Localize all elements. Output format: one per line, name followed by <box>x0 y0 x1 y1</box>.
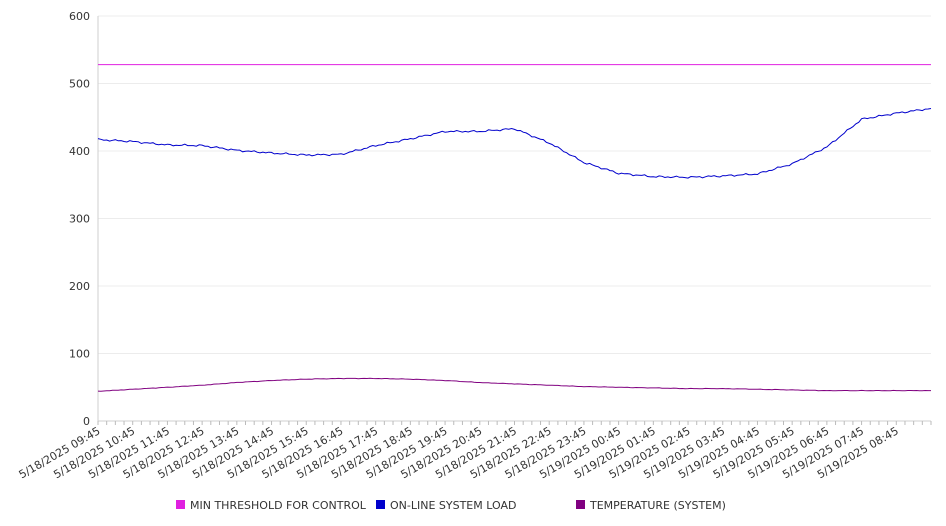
series-lines <box>97 64 932 392</box>
y-tick-label: 600 <box>69 10 90 23</box>
legend-label: TEMPERATURE (SYSTEM) <box>589 499 726 512</box>
series-line <box>97 108 932 179</box>
y-axis: 0 100 200 300 400 500 600 <box>69 10 99 428</box>
legend-label: MIN THRESHOLD FOR CONTROL <box>190 499 367 512</box>
series-line <box>97 377 931 392</box>
y-tick-label: 500 <box>69 78 90 91</box>
legend-swatch <box>376 500 385 509</box>
legend: MIN THRESHOLD FOR CONTROL ON-LINE SYSTEM … <box>176 499 726 512</box>
y-tick-label: 400 <box>69 145 90 158</box>
y-tick-label: 100 <box>69 348 90 361</box>
legend-swatch <box>176 500 185 509</box>
legend-label: ON-LINE SYSTEM LOAD <box>390 499 516 512</box>
legend-swatch <box>576 500 585 509</box>
y-tick-label: 0 <box>83 415 90 428</box>
x-axis: 5/18/2025 09:455/18/2025 10:455/18/2025 … <box>17 420 932 481</box>
y-tick-label: 300 <box>69 213 90 226</box>
gridlines <box>98 15 931 354</box>
y-tick-label: 200 <box>69 280 90 293</box>
